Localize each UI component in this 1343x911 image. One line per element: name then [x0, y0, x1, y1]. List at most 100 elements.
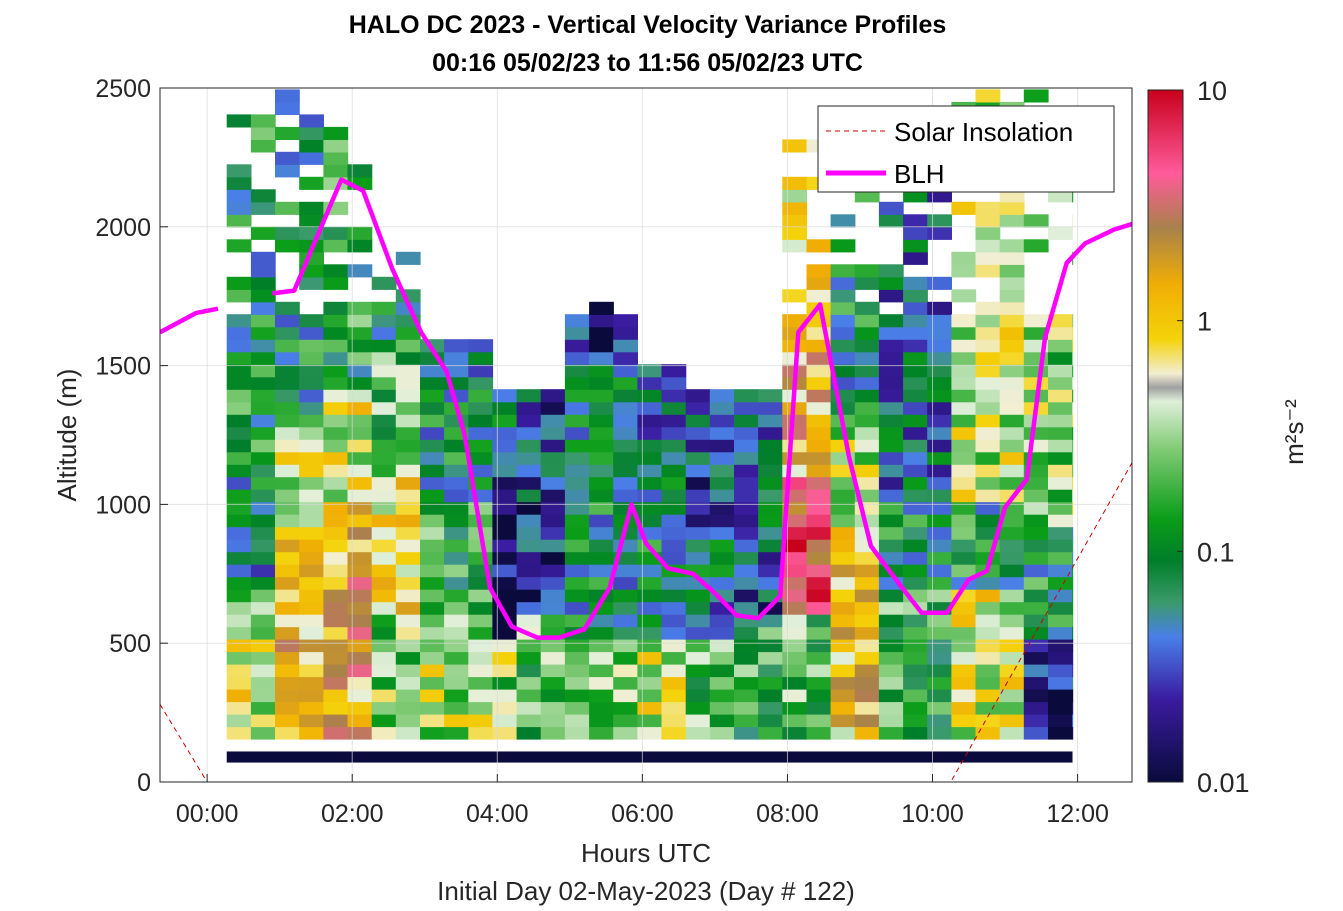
heatmap-cell [1023, 239, 1049, 253]
heatmap-cell [275, 539, 300, 553]
heatmap-cell [395, 389, 421, 403]
heatmap-cell [516, 701, 542, 715]
heatmap-cell [323, 589, 349, 603]
heatmap-cell [1072, 614, 1074, 628]
heatmap-cell [275, 401, 300, 415]
heatmap-cell [371, 714, 397, 728]
heatmap-cell [830, 689, 856, 703]
heatmap-cell [420, 551, 445, 565]
heatmap-cell [951, 664, 977, 678]
heatmap-cell [951, 701, 977, 715]
y-tick-label: 500 [109, 630, 151, 658]
heatmap-cell [1072, 214, 1074, 228]
heatmap-cell [564, 601, 590, 615]
heatmap-cell [1072, 664, 1074, 678]
heatmap-cell [1023, 89, 1049, 103]
heatmap-cell [226, 114, 252, 128]
heatmap-cell [951, 339, 977, 353]
heatmap-cell [540, 551, 566, 565]
heatmap-cell [951, 614, 977, 628]
heatmap-cell [323, 664, 349, 678]
heatmap-cell [734, 701, 759, 715]
heatmap-cell [589, 689, 614, 703]
heatmap-cell [492, 651, 518, 665]
heatmap-cell [299, 626, 324, 640]
heatmap-cell [468, 639, 494, 653]
heatmap-cell [854, 414, 880, 428]
heatmap-cell [395, 589, 421, 603]
heatmap-cell [564, 526, 590, 540]
heatmap-cell [613, 651, 638, 665]
heatmap-cell [589, 576, 614, 590]
heatmap-cell [878, 489, 904, 503]
heatmap-cell [951, 351, 977, 365]
heatmap-cell [589, 401, 614, 415]
heatmap-cell [395, 326, 421, 340]
heatmap-cell [250, 701, 276, 715]
heatmap-cell [951, 464, 977, 478]
heatmap-cell [226, 451, 252, 465]
heatmap-cell [999, 651, 1025, 665]
heatmap-cell [878, 601, 904, 615]
heatmap-cell [589, 651, 614, 665]
heatmap-cell [637, 701, 663, 715]
heatmap-cell [903, 301, 928, 315]
heatmap-cell [250, 589, 276, 603]
heatmap-cell [250, 376, 276, 390]
heatmap-cell [854, 551, 880, 565]
heatmap-cell [540, 464, 566, 478]
heatmap-cell [806, 626, 832, 640]
heatmap-cell [854, 364, 880, 378]
heatmap-cell [999, 239, 1025, 253]
heatmap-cell [323, 439, 349, 453]
heatmap-cell [226, 601, 252, 615]
heatmap-cell [830, 701, 856, 715]
heatmap-cell [468, 714, 494, 728]
heatmap-cell [758, 539, 783, 553]
heatmap-cell [1023, 214, 1049, 228]
heatmap-cell [1048, 726, 1073, 740]
heatmap-cell [613, 476, 638, 490]
heatmap-cell [830, 676, 856, 690]
heatmap-cell [903, 439, 928, 453]
heatmap-cell [323, 276, 349, 290]
heatmap-cell [999, 189, 1025, 203]
heatmap-cell [371, 326, 397, 340]
heatmap-cell [999, 576, 1025, 590]
heatmap-cell [540, 576, 566, 590]
x-tick-label: 02:00 [321, 800, 384, 828]
heatmap-cell [323, 364, 349, 378]
heatmap-cell [516, 464, 542, 478]
heatmap-cell [323, 226, 349, 240]
heatmap-cell [371, 314, 397, 328]
heatmap-cell [420, 576, 445, 590]
heatmap-cell [685, 689, 711, 703]
heatmap-cell [903, 364, 928, 378]
heatmap-cell [685, 714, 711, 728]
heatmap-cell [806, 601, 832, 615]
heatmap-cell [830, 364, 856, 378]
heatmap-cell [564, 451, 590, 465]
heatmap-cell [395, 614, 421, 628]
heatmap-cell [299, 664, 324, 678]
heatmap-cell [830, 276, 856, 290]
heatmap-cell [782, 726, 808, 740]
heatmap-cell [758, 726, 783, 740]
heatmap-cell [903, 326, 928, 340]
heatmap-cell [975, 401, 1001, 415]
heatmap-cell [1072, 589, 1074, 603]
heatmap-cell [540, 489, 566, 503]
heatmap-cell [250, 201, 276, 215]
heatmap-cell [903, 689, 928, 703]
heatmap-cell [323, 326, 349, 340]
heatmap-cell [1048, 439, 1073, 453]
heatmap-cell [589, 339, 614, 353]
heatmap-cell [226, 564, 252, 578]
heatmap-cell [830, 339, 856, 353]
heatmap-cell [854, 389, 880, 403]
heatmap-cell [782, 689, 808, 703]
heatmap-cell [1023, 501, 1049, 515]
heatmap-cell [951, 689, 977, 703]
heatmap-cell [420, 364, 445, 378]
heatmap-cell [661, 439, 687, 453]
